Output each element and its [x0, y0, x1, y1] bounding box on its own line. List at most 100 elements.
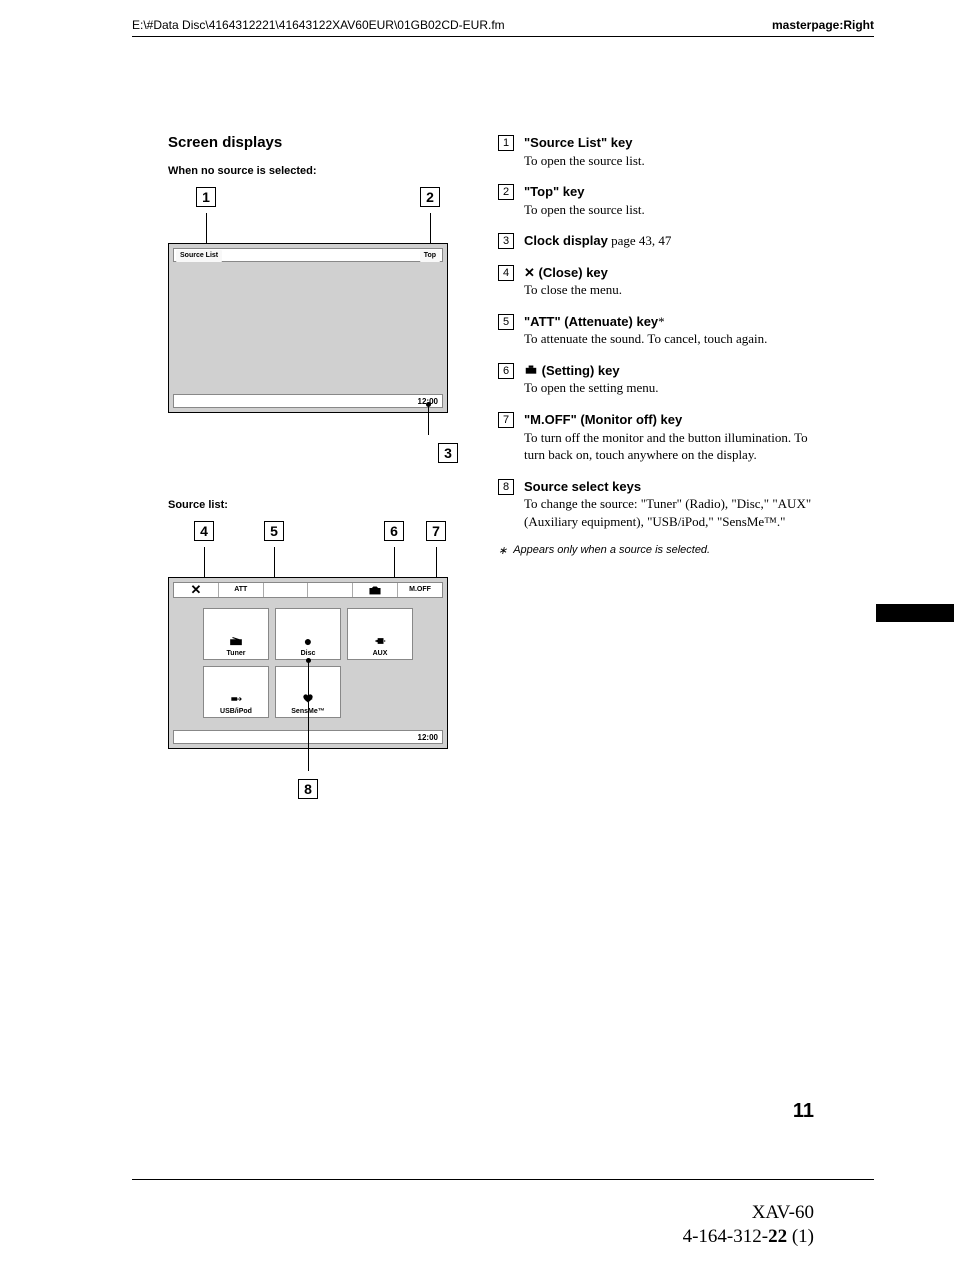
desc-title-6: (Setting) key: [538, 363, 620, 378]
top-button[interactable]: Top: [420, 250, 440, 262]
moff-button[interactable]: M.OFF: [398, 583, 442, 597]
callout-8: 8: [298, 779, 318, 799]
source-usb[interactable]: USB/iPod: [203, 666, 269, 718]
desc-body-4: ✕ (Close) keyTo close the menu.: [524, 264, 814, 299]
clock-b: 12:00: [418, 733, 438, 742]
footnote-text: Appears only when a source is selected.: [513, 544, 710, 557]
caption-no-source: When no source is selected:: [168, 165, 458, 177]
desc-num-7: 7: [498, 412, 514, 428]
toolbox-icon: [368, 583, 382, 597]
desc-title-7: "M.OFF" (Monitor off) key: [524, 412, 682, 427]
desc-num-2: 2: [498, 184, 514, 200]
screen-no-source: Source List Top 12:00: [168, 243, 448, 413]
desc-body-3: Clock display page 43, 47: [524, 232, 814, 250]
close-icon: ✕: [524, 265, 535, 280]
close-icon: ✕: [190, 582, 201, 598]
desc-title-2: "Top" key: [524, 184, 585, 199]
page-header: E:\#Data Disc\4164312221\41643122XAV60EU…: [132, 18, 874, 32]
callout-6: 6: [384, 521, 404, 541]
desc-text-4: To close the menu.: [524, 281, 814, 299]
footnote: ∗ Appears only when a source is selected…: [498, 544, 814, 557]
desc-title-5: "ATT" (Attenuate) key: [524, 314, 658, 329]
footer-model: XAV-60: [683, 1201, 814, 1226]
header-rule: [132, 36, 874, 37]
desc-num-4: 4: [498, 265, 514, 281]
source-aux-label: AUX: [373, 650, 388, 657]
desc-item-6: 6 (Setting) keyTo open the setting menu.: [498, 362, 814, 397]
spacer-2: [308, 583, 353, 597]
masterpage-label: masterpage:Right: [772, 18, 874, 32]
footer-docnum: 4-164-312-22 (1): [683, 1225, 814, 1250]
usb-icon: [229, 692, 243, 706]
desc-title-8: Source select keys: [524, 479, 641, 494]
spacer-1: [264, 583, 309, 597]
desc-body-8: Source select keysTo change the source: …: [524, 478, 814, 531]
screen-a-topbar: Source List Top: [173, 248, 443, 262]
lead-3: [428, 403, 429, 435]
setting-icon: [524, 363, 538, 378]
desc-body-5: "ATT" (Attenuate) key*To attenuate the s…: [524, 313, 814, 348]
aux-icon: [373, 634, 387, 648]
desc-num-8: 8: [498, 479, 514, 495]
section-title: Screen displays: [168, 134, 458, 151]
desc-num-1: 1: [498, 135, 514, 151]
desc-item-5: 5 "ATT" (Attenuate) key*To attenuate the …: [498, 313, 814, 348]
callout-5: 5: [264, 521, 284, 541]
caption-source-list: Source list:: [168, 499, 458, 511]
diagram-no-source: 1 2 Source List Top 12:00 3: [168, 187, 448, 469]
right-column: 1 "Source List" key To open the source lis…: [498, 134, 814, 835]
desc-body-2: "Top" key To open the source list.: [524, 183, 814, 218]
desc-body-1: "Source List" key To open the source list…: [524, 134, 814, 169]
desc-item-4: 4 ✕ (Close) keyTo close the menu.: [498, 264, 814, 299]
desc-num-6: 6: [498, 363, 514, 379]
desc-item-2: 2 "Top" key To open the source list.: [498, 183, 814, 218]
att-button[interactable]: ATT: [219, 583, 264, 597]
diagram-source-list: 4 5 6 7 ✕ ATT M.: [168, 521, 448, 805]
desc-text-7: To turn off the monitor and the button i…: [524, 429, 814, 464]
desc-text-2: To open the source list.: [524, 201, 814, 219]
callout-7: 7: [426, 521, 446, 541]
source-disc[interactable]: ● Disc: [275, 608, 341, 660]
footnote-mark: ∗: [498, 544, 507, 557]
desc-text-6: To open the setting menu.: [524, 379, 814, 397]
description-list: 1 "Source List" key To open the source lis…: [498, 134, 814, 530]
desc-item-1: 1 "Source List" key To open the source lis…: [498, 134, 814, 169]
radio-icon: [229, 634, 243, 648]
screen-b-topbar: ✕ ATT M.OFF: [173, 582, 443, 598]
desc-title-4: (Close) key: [535, 265, 608, 280]
asterisk: *: [658, 314, 665, 329]
setting-button[interactable]: [353, 583, 398, 597]
source-tuner[interactable]: Tuner: [203, 608, 269, 660]
desc-body-6: (Setting) keyTo open the setting menu.: [524, 362, 814, 397]
desc-text-8: To change the source: "Tuner" (Radio), "…: [524, 495, 814, 530]
desc-text-5: To attenuate the sound. To cancel, touch…: [524, 330, 814, 348]
disc-icon: ●: [304, 634, 312, 648]
source-list-button[interactable]: Source List: [176, 250, 222, 262]
source-usb-label: USB/iPod: [220, 708, 252, 715]
callout-2: 2: [420, 187, 440, 207]
desc-num-3: 3: [498, 233, 514, 249]
page-number: 11: [793, 1100, 814, 1123]
close-button[interactable]: ✕: [174, 583, 219, 597]
desc-title-3: Clock display: [524, 233, 608, 248]
left-column: Screen displays When no source is select…: [168, 134, 458, 835]
desc-text-1: To open the source list.: [524, 152, 814, 170]
source-aux[interactable]: AUX: [347, 608, 413, 660]
file-path: E:\#Data Disc\4164312221\41643122XAV60EU…: [132, 18, 505, 32]
screen-a-clockbar: 12:00: [173, 394, 443, 408]
footer: XAV-60 4-164-312-22 (1): [683, 1201, 814, 1250]
callout-4: 4: [194, 521, 214, 541]
callout-3: 3: [438, 443, 458, 463]
desc-item-8: 8 Source select keysTo change the source:…: [498, 478, 814, 531]
desc-item-7: 7 "M.OFF" (Monitor off) key To turn off th…: [498, 411, 814, 464]
desc-body-7: "M.OFF" (Monitor off) key To turn off the…: [524, 411, 814, 464]
edge-tab: [876, 604, 954, 622]
callout-1: 1: [196, 187, 216, 207]
footer-rule: [132, 1179, 874, 1180]
lead-8: [308, 659, 309, 771]
desc-item-3: 3 Clock display page 43, 47: [498, 232, 814, 250]
source-tuner-label: Tuner: [227, 650, 246, 657]
desc-title-1: "Source List" key: [524, 135, 632, 150]
desc-extra-3: page 43, 47: [608, 233, 672, 248]
desc-num-5: 5: [498, 314, 514, 330]
